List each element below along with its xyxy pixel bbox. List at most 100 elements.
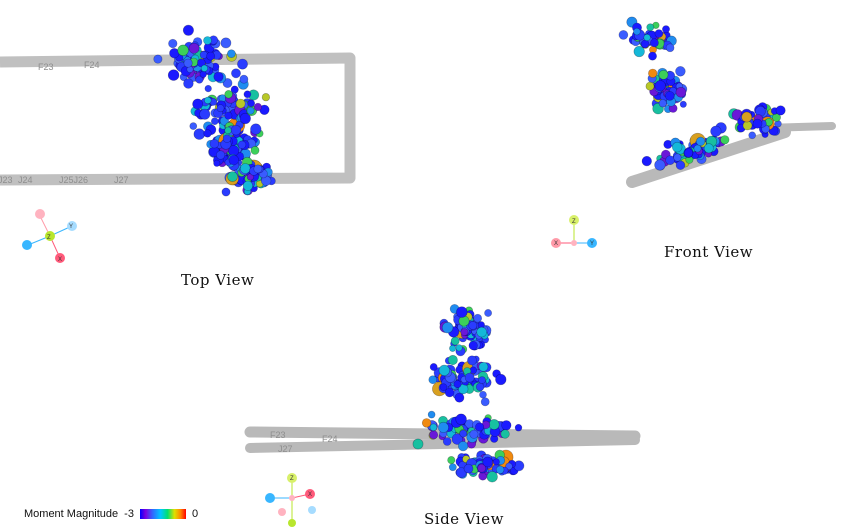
event-point <box>253 102 262 112</box>
event-point <box>237 140 247 150</box>
event-point <box>679 100 687 108</box>
event-point <box>488 419 500 430</box>
front-view-plot: Z Y X <box>551 16 836 248</box>
axis-origin-marker <box>289 495 295 501</box>
axis-z-letter: Z <box>47 235 51 241</box>
axis-z-letter: Z <box>290 476 294 482</box>
event-point <box>228 154 240 166</box>
event-point <box>662 25 670 34</box>
axis-y-neg-marker <box>22 240 32 250</box>
axis-triad: Z X <box>265 473 316 527</box>
event-point <box>439 383 448 391</box>
event-point <box>654 159 666 171</box>
legend-color-bar <box>139 509 186 519</box>
legend-title: Moment Magnitude <box>24 508 119 520</box>
event-point <box>654 80 666 92</box>
axis-origin-marker <box>571 240 577 246</box>
top-view-title: Top View <box>181 271 255 289</box>
side-view-plot: F23 F24 J27 Z X <box>244 304 641 527</box>
event-point <box>478 376 486 384</box>
event-point <box>640 39 650 49</box>
axis-z-neg-marker <box>288 519 296 527</box>
event-point <box>247 99 255 108</box>
axis-y-marker <box>67 221 77 231</box>
event-point <box>658 69 669 80</box>
axis-z-marker <box>287 473 297 483</box>
event-point <box>505 462 513 471</box>
event-point <box>444 387 455 398</box>
tunnel-label-j23: J23 <box>0 175 13 185</box>
event-point <box>224 126 232 135</box>
event-point <box>673 153 682 162</box>
event-point <box>250 123 262 135</box>
event-point <box>478 361 489 372</box>
axis-z-letter: Z <box>572 219 576 225</box>
event-point <box>438 364 450 376</box>
event-point <box>675 87 687 98</box>
event-cloud <box>153 24 276 197</box>
event-point <box>665 155 675 165</box>
event-point <box>454 392 465 403</box>
event-point <box>752 118 763 129</box>
event-point <box>468 340 478 351</box>
event-point <box>741 111 753 123</box>
event-point <box>243 90 252 99</box>
axis-x-letter: X <box>58 257 62 263</box>
axis-x-letter: X <box>308 492 312 498</box>
event-point <box>495 465 505 475</box>
event-point <box>641 156 652 167</box>
axis-triad: Z Y X <box>551 215 597 248</box>
event-point <box>412 438 424 450</box>
event-point <box>211 117 219 125</box>
event-point <box>448 463 457 472</box>
event-point <box>242 180 253 191</box>
event-point <box>224 90 233 99</box>
event-point <box>473 313 482 323</box>
event-point <box>467 355 477 366</box>
axis-y-marker <box>265 493 275 503</box>
event-point <box>658 99 667 108</box>
axis-x-neg-marker <box>278 508 286 516</box>
event-point <box>453 380 462 389</box>
axis-x-marker <box>55 253 65 263</box>
event-point <box>227 171 238 182</box>
event-point <box>200 64 208 72</box>
event-point <box>183 78 194 89</box>
event-point <box>500 429 510 439</box>
event-point <box>742 120 753 131</box>
event-point <box>182 24 194 36</box>
event-point <box>203 36 212 45</box>
event-point <box>216 150 226 160</box>
event-point <box>203 129 212 138</box>
event-point <box>468 321 478 330</box>
event-point <box>451 433 464 445</box>
tunnel-label-f24: F24 <box>322 434 338 444</box>
event-point <box>675 66 686 77</box>
event-point <box>153 54 163 64</box>
event-point <box>648 68 658 78</box>
event-point <box>710 125 722 137</box>
tunnel-label-j24: J24 <box>18 175 33 185</box>
event-point <box>213 71 224 82</box>
legend-min-label: -3 <box>124 508 134 520</box>
event-point <box>469 429 479 439</box>
event-point <box>222 134 232 143</box>
event-point <box>514 424 523 432</box>
event-point <box>441 321 454 334</box>
event-point <box>720 135 730 145</box>
event-point <box>195 75 204 84</box>
event-point <box>775 105 786 116</box>
event-point <box>648 51 657 61</box>
event-point <box>447 456 456 465</box>
axis-x-marker <box>305 489 315 499</box>
tunnel-label-j27: J27 <box>278 444 293 454</box>
event-point <box>618 30 629 40</box>
event-point <box>479 390 487 399</box>
event-point <box>675 160 686 170</box>
event-point <box>475 422 485 432</box>
event-point <box>450 336 460 346</box>
event-point <box>495 373 507 386</box>
event-point <box>654 29 664 38</box>
event-point <box>235 98 246 109</box>
event-point <box>250 145 260 155</box>
